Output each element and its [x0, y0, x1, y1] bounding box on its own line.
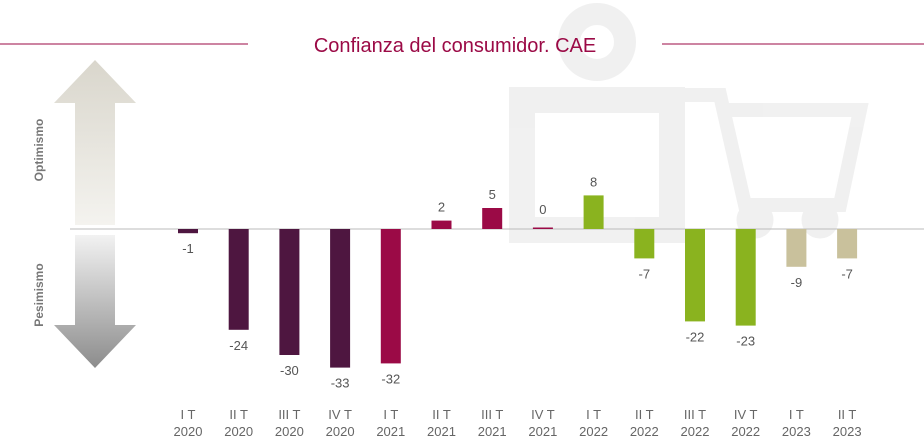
arrow-down: [54, 235, 136, 368]
x-tick-label: I T 2020: [173, 407, 203, 439]
x-tick-label: I T 2023: [781, 407, 811, 439]
x-tick-label: I T 2022: [579, 407, 609, 439]
bar: [228, 229, 249, 330]
bar: [380, 229, 401, 364]
x-tick-label: IV T 2020: [325, 407, 355, 439]
bar: [178, 229, 198, 234]
value-label: -32: [381, 371, 400, 386]
bar: [532, 227, 553, 229]
side-label: Optimismo: [32, 119, 46, 182]
value-label: 5: [489, 187, 496, 202]
x-tick-label: III T 2020: [274, 407, 304, 439]
value-label: -9: [791, 275, 803, 290]
bar: [279, 229, 300, 355]
bar: [330, 229, 351, 368]
value-label: -23: [736, 334, 755, 349]
bar: [583, 195, 604, 229]
x-tick-label: I T 2021: [376, 407, 406, 439]
bar: [786, 229, 807, 267]
x-tick-label: II T 2020: [224, 407, 254, 439]
bar: [735, 229, 756, 326]
side-label: Pesimismo: [32, 263, 46, 326]
value-label: 8: [590, 174, 597, 189]
bar: [685, 229, 705, 322]
value-label: -7: [639, 266, 651, 281]
value-label: -24: [229, 338, 248, 353]
x-tick-label: II T 2023: [832, 407, 862, 439]
bar: [837, 229, 858, 259]
bar: [431, 220, 452, 229]
value-label: -22: [686, 329, 705, 344]
x-tick-label: III T 2022: [680, 407, 710, 439]
x-tick-label: II T 2022: [629, 407, 659, 439]
arrow-up: [54, 60, 136, 225]
bar: [482, 208, 503, 229]
bar: [634, 229, 655, 259]
x-tick-label: II T 2021: [427, 407, 456, 439]
value-label: 2: [438, 200, 445, 215]
value-label: -1: [182, 241, 194, 256]
value-label: 0: [539, 202, 546, 217]
chart-title: Confianza del consumidor. CAE: [314, 35, 596, 57]
value-label: -7: [841, 266, 853, 281]
value-label: -30: [280, 363, 299, 378]
x-tick-label: IV T 2022: [731, 407, 761, 439]
x-tick-label: III T 2021: [477, 407, 507, 439]
x-tick-label: IV T 2021: [528, 407, 558, 439]
value-label: -33: [331, 376, 350, 391]
